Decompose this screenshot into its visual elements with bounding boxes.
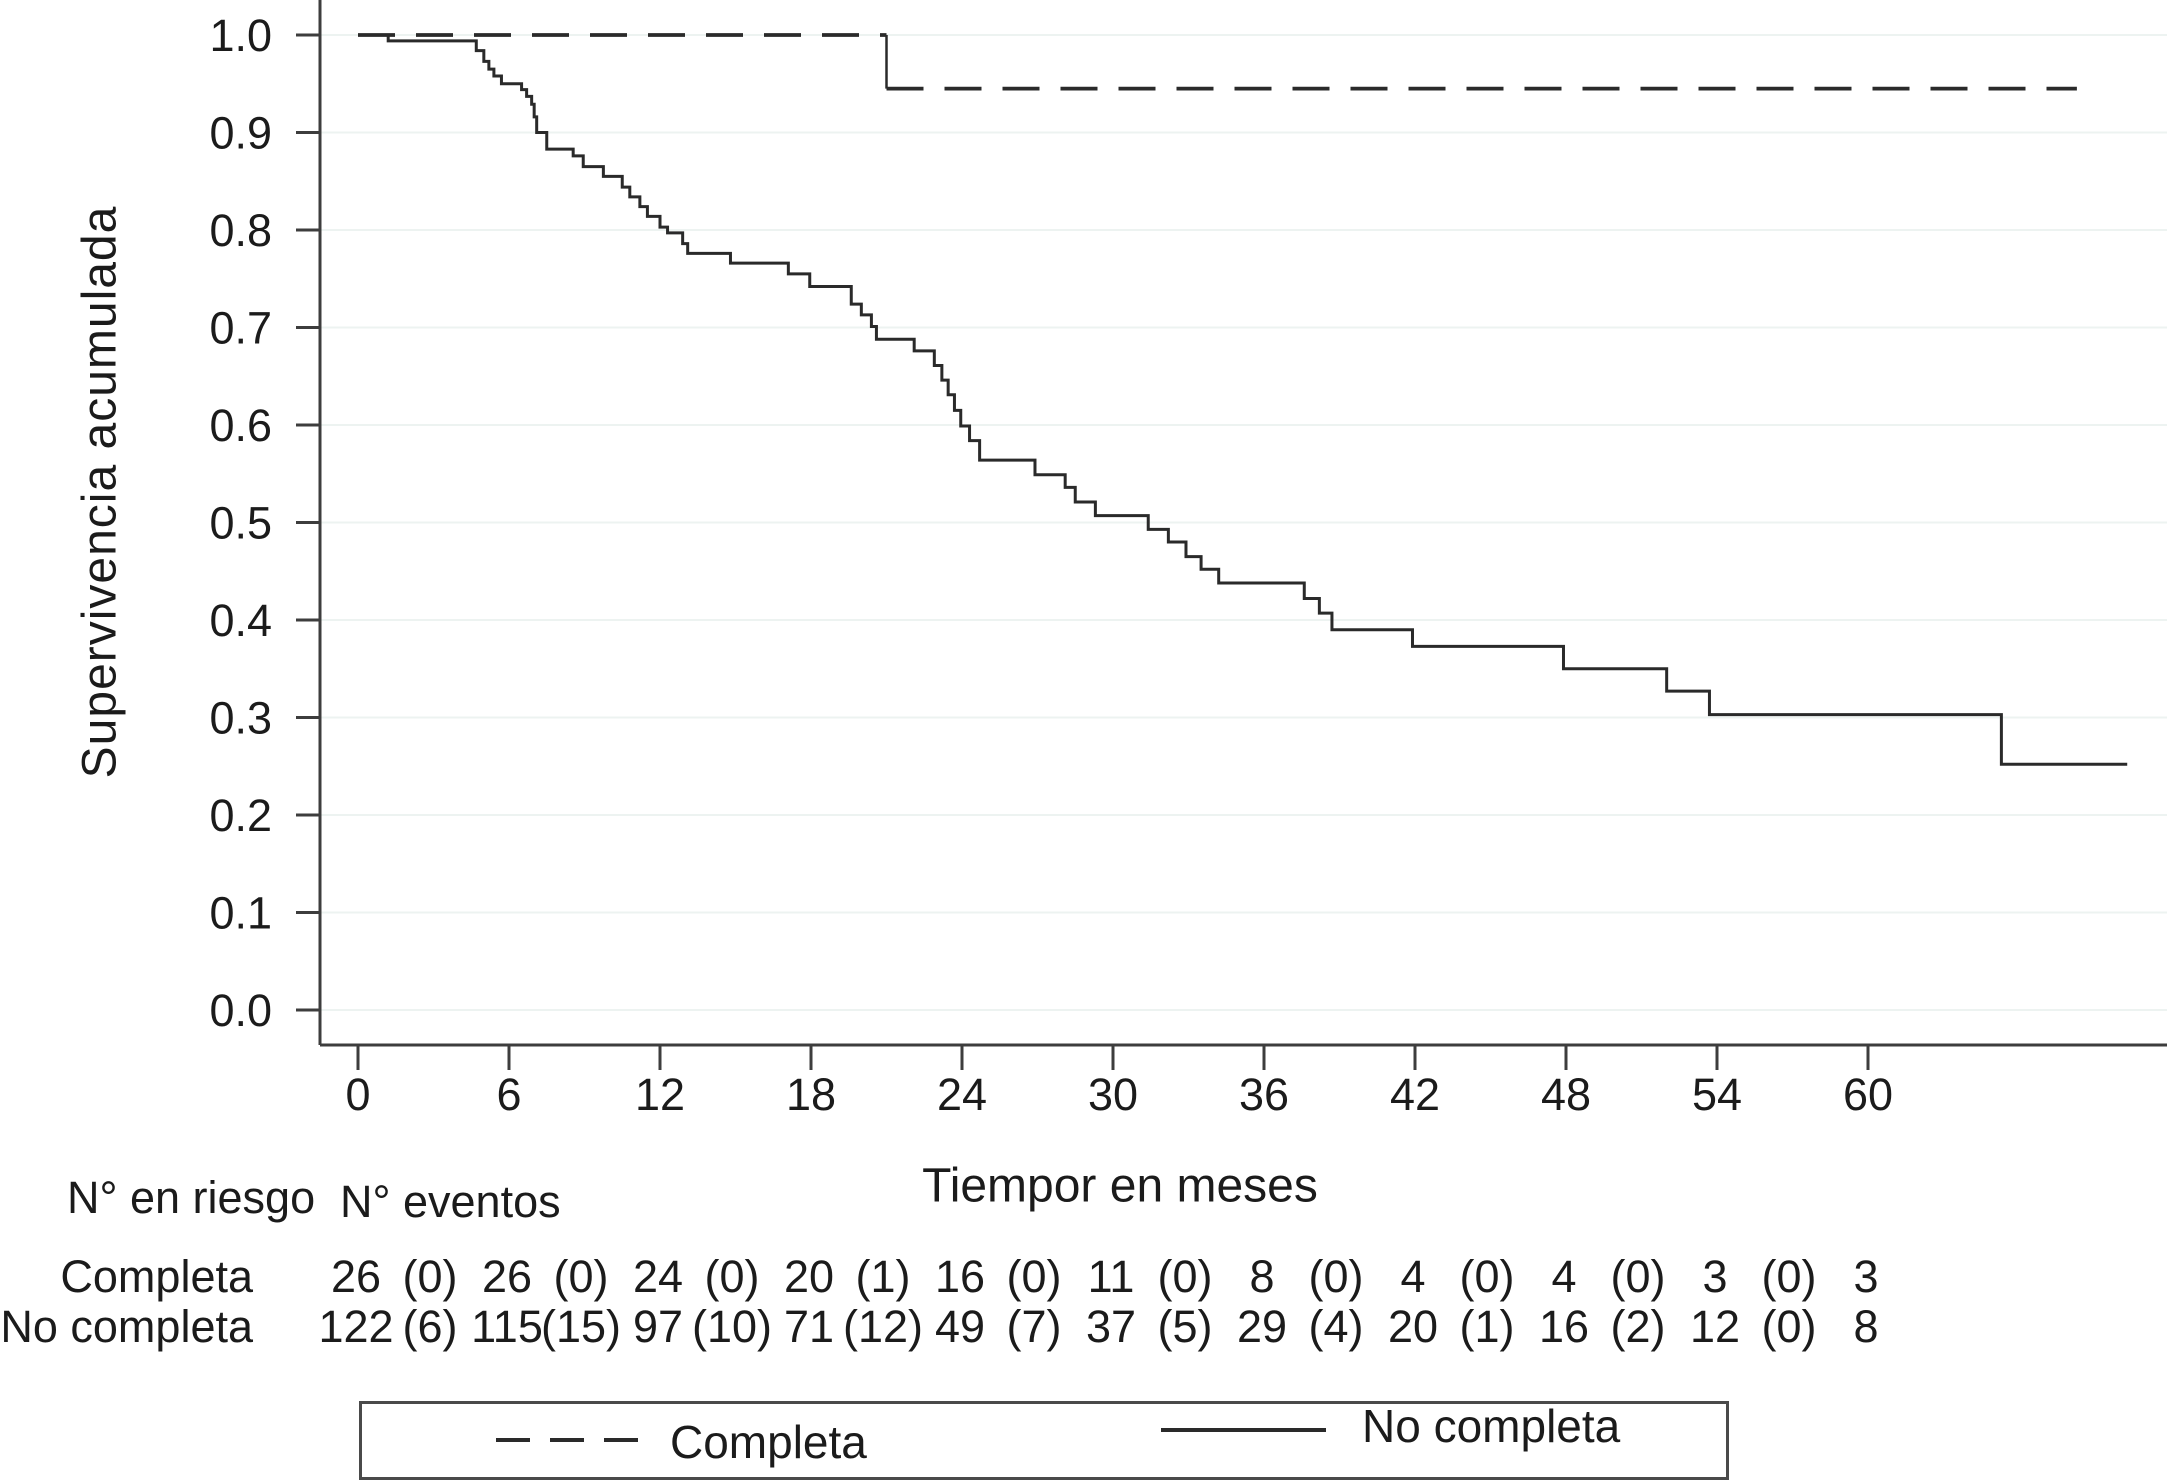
completa-curve — [358, 33, 2077, 91]
x-tick-label: 54 — [1692, 1069, 1742, 1120]
y-tick-label: 0.0 — [209, 985, 272, 1036]
risk-events-value: (0) — [402, 1251, 458, 1302]
risk-at-risk-value: 20 — [1387, 1301, 1439, 1352]
risk-at-risk-value: 3 — [1853, 1251, 1879, 1302]
risk-at-risk-value: 16 — [1538, 1301, 1590, 1352]
risk-events-value: (5) — [1157, 1301, 1213, 1352]
risk-at-risk-value: 24 — [632, 1251, 684, 1302]
risk-at-risk-value: 4 — [1400, 1251, 1426, 1302]
y-tick-label: 1.0 — [209, 10, 272, 61]
risk-at-risk-value: 11 — [1087, 1251, 1135, 1302]
y-tick-label: 0.3 — [209, 693, 272, 744]
y-tick-label: 0.2 — [209, 790, 272, 841]
risk-events-value: (15) — [540, 1301, 622, 1352]
risk-at-risk-value: 16 — [934, 1251, 986, 1302]
x-tick-label: 42 — [1390, 1069, 1440, 1120]
x-tick-label: 30 — [1088, 1069, 1138, 1120]
risk-events-value: (6) — [402, 1301, 458, 1352]
risk-events-value: (1) — [855, 1251, 911, 1302]
risk-at-risk-value: 8 — [1249, 1251, 1275, 1302]
risk-events-value: (0) — [1459, 1251, 1515, 1302]
x-tick-label: 0 — [345, 1069, 370, 1120]
risk-at-risk-value: 8 — [1853, 1301, 1879, 1352]
risk-at-risk-value: 26 — [330, 1251, 382, 1302]
legend-label-completa: Completa — [670, 1416, 867, 1468]
y-tick-label: 0.9 — [209, 108, 272, 159]
risk-events-value: (7) — [1006, 1301, 1062, 1352]
risk-row-label: Completa — [60, 1251, 253, 1302]
legend-label-no-completa: No completa — [1362, 1400, 1621, 1452]
x-axis-title: Tiempor en meses — [922, 1159, 1318, 1213]
risk-events-value: (0) — [1308, 1251, 1364, 1302]
risk-at-risk-value: 3 — [1702, 1251, 1728, 1302]
risk-events-value: (0) — [553, 1251, 609, 1302]
risk-at-risk-value: 20 — [783, 1251, 835, 1302]
x-tick-label: 36 — [1239, 1069, 1289, 1120]
risk-at-risk-value: 26 — [481, 1251, 533, 1302]
risk-at-risk-value: 97 — [632, 1301, 684, 1352]
risk-table-header-at-risk: N° en riesgo — [67, 1172, 316, 1223]
risk-at-risk-value: 122 — [318, 1301, 394, 1352]
y-tick-label: 0.8 — [209, 205, 272, 256]
risk-table-header-events: N° eventos — [340, 1176, 561, 1227]
y-tick-label: 0.1 — [209, 888, 272, 939]
y-tick-label: 0.5 — [209, 498, 272, 549]
x-tick-label: 18 — [786, 1069, 836, 1120]
y-tick-label: 0.6 — [209, 400, 272, 451]
risk-at-risk-value: 4 — [1551, 1251, 1577, 1302]
risk-at-risk-value: 115 — [471, 1301, 543, 1352]
risk-at-risk-value: 71 — [783, 1301, 835, 1352]
risk-events-value: (4) — [1308, 1301, 1364, 1352]
risk-events-value: (0) — [1761, 1251, 1817, 1302]
no-completa-curve — [358, 33, 2128, 766]
x-tick-label: 48 — [1541, 1069, 1591, 1120]
risk-at-risk-value: 29 — [1236, 1301, 1288, 1352]
risk-events-value: (1) — [1459, 1301, 1515, 1352]
y-tick-label: 0.7 — [209, 303, 272, 354]
y-axis-title: Supervivencia acumulada — [73, 205, 127, 779]
risk-events-value: (10) — [691, 1301, 773, 1352]
x-tick-label: 12 — [635, 1069, 685, 1120]
legend-solid-line-sample — [1161, 1428, 1326, 1432]
risk-events-value: (0) — [1761, 1301, 1817, 1352]
y-tick-label: 0.4 — [209, 595, 272, 646]
risk-events-value: (2) — [1610, 1301, 1666, 1352]
risk-row-label: No completa — [0, 1301, 253, 1352]
legend-box: Completa No completa — [359, 1400, 1729, 1480]
x-tick-label: 6 — [496, 1069, 521, 1120]
risk-at-risk-value: 37 — [1085, 1301, 1137, 1352]
risk-events-value: (0) — [1157, 1251, 1213, 1302]
risk-at-risk-value: 12 — [1689, 1301, 1741, 1352]
risk-at-risk-value: 49 — [934, 1301, 986, 1352]
risk-events-value: (0) — [1006, 1251, 1062, 1302]
x-tick-label: 60 — [1843, 1069, 1893, 1120]
risk-events-value: (12) — [842, 1301, 924, 1352]
legend-dashed-line-sample — [496, 1438, 648, 1442]
x-tick-label: 24 — [937, 1069, 987, 1120]
risk-events-value: (0) — [1610, 1251, 1666, 1302]
risk-events-value: (0) — [704, 1251, 760, 1302]
